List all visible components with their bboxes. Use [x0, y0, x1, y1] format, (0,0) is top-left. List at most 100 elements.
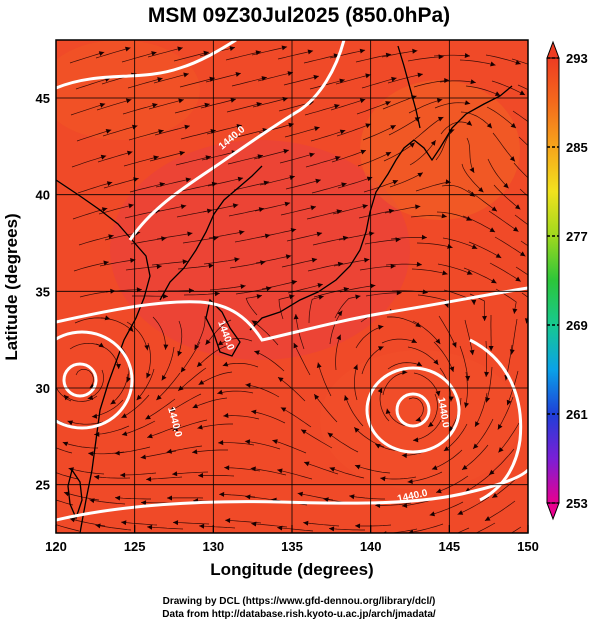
streamline: [462, 215, 496, 233]
streamline-arrowhead: [486, 122, 492, 129]
streamline: [87, 369, 104, 399]
streamline-arrowhead: [166, 448, 172, 454]
streamline-arrowhead: [45, 411, 50, 416]
streamline-arrowhead: [263, 180, 270, 186]
streamline: [149, 151, 185, 162]
streamline-arrowhead: [281, 45, 288, 51]
x-tick-label: 140: [360, 539, 382, 554]
contour-line-north: [56, 40, 237, 90]
streamline: [250, 467, 287, 476]
streamline-arrowhead: [484, 516, 491, 521]
streamline-arrowhead: [370, 283, 376, 289]
streamline-arrowhead: [491, 278, 497, 284]
streamline-arrowhead: [478, 187, 484, 193]
streamline: [172, 522, 210, 525]
streamline: [225, 51, 262, 61]
streamline-arrowhead: [537, 127, 543, 132]
streamline-arrowhead: [204, 102, 210, 108]
streamline: [518, 136, 528, 147]
streamline: [229, 261, 266, 269]
streamline-arrowhead: [469, 349, 475, 356]
streamline: [94, 476, 131, 479]
streamline-arrowhead: [385, 101, 391, 106]
streamline: [492, 132, 516, 162]
streamline-arrowhead: [156, 394, 162, 401]
streamline-arrowhead: [354, 464, 361, 470]
streamline-arrowhead: [471, 299, 477, 305]
streamline: [95, 47, 131, 59]
streamline: [433, 54, 471, 57]
streamline: [103, 178, 139, 189]
streamline-arrowhead: [278, 377, 284, 383]
streamline-arrowhead: [230, 97, 236, 103]
streamline-arrowhead: [364, 257, 370, 263]
streamline-arrowhead: [485, 397, 491, 403]
streamline-arrowhead: [98, 51, 105, 56]
streamline-arrowhead: [144, 345, 150, 351]
y-tick-label: 25: [36, 478, 50, 493]
streamline-arrowhead: [390, 125, 396, 130]
streamline-arrowhead: [50, 373, 55, 378]
streamline-arrowhead: [224, 465, 230, 471]
streamline: [75, 77, 111, 90]
streamline: [208, 231, 245, 239]
streamline: [91, 399, 124, 418]
streamline: [306, 210, 343, 220]
streamline-arrowhead: [146, 372, 151, 379]
streamline-arrowhead: [116, 363, 121, 369]
streamline-arrowhead: [187, 231, 193, 237]
x-tick-label: 135: [281, 539, 303, 554]
streamline-arrowhead: [444, 78, 450, 83]
streamline: [329, 49, 366, 59]
streamline: [254, 202, 291, 212]
contour-line-middle: [56, 286, 528, 342]
streamline: [278, 295, 295, 320]
streamline-arrowhead: [192, 403, 199, 409]
streamline: [329, 310, 343, 345]
streamline-arrowhead: [194, 344, 200, 350]
streamline-arrowhead: [378, 324, 384, 330]
streamline: [277, 50, 314, 60]
streamline-arrowhead: [339, 78, 345, 84]
streamline: [203, 258, 240, 265]
streamline-arrowhead: [315, 178, 321, 184]
streamline-arrowhead: [161, 236, 167, 242]
streamline-arrowhead: [449, 366, 455, 372]
streamline-arrowhead: [309, 152, 315, 158]
streamline: [384, 205, 421, 214]
streamline: [416, 242, 453, 248]
streamline: [147, 424, 182, 438]
streamline: [494, 236, 526, 257]
plot-frame: [55, 39, 529, 534]
streamline-arrowhead: [130, 258, 136, 263]
streamline: [146, 342, 151, 379]
streamline-arrowhead: [314, 394, 320, 400]
streamline: [56, 524, 80, 532]
streamline-arrowhead: [503, 182, 509, 189]
streamline-arrowhead: [336, 334, 341, 341]
streamline: [181, 182, 218, 192]
y-tick-label: 35: [36, 284, 50, 299]
streamline: [196, 345, 227, 368]
streamline: [358, 209, 395, 219]
streamline-arrowhead: [184, 124, 190, 130]
streamline-arrowhead: [524, 318, 528, 324]
streamline: [387, 73, 423, 84]
streamline: [307, 262, 344, 272]
streamline: [440, 121, 473, 135]
streamline-arrowhead: [125, 98, 132, 104]
streamline: [252, 97, 288, 108]
streamline-arrowhead: [402, 503, 408, 508]
streamline-arrowhead: [245, 382, 251, 388]
streamline-arrowhead: [365, 123, 371, 129]
streamline: [121, 420, 156, 436]
streamline-arrowhead: [121, 431, 128, 436]
streamline: [300, 429, 333, 449]
streamline: [383, 142, 416, 162]
streamline-arrowhead: [180, 366, 186, 373]
streamline: [89, 499, 126, 505]
coastline-japan: [249, 85, 513, 331]
streamline-arrowhead: [183, 72, 189, 78]
streamline: [431, 449, 463, 470]
streamline-arrowhead: [198, 380, 205, 385]
